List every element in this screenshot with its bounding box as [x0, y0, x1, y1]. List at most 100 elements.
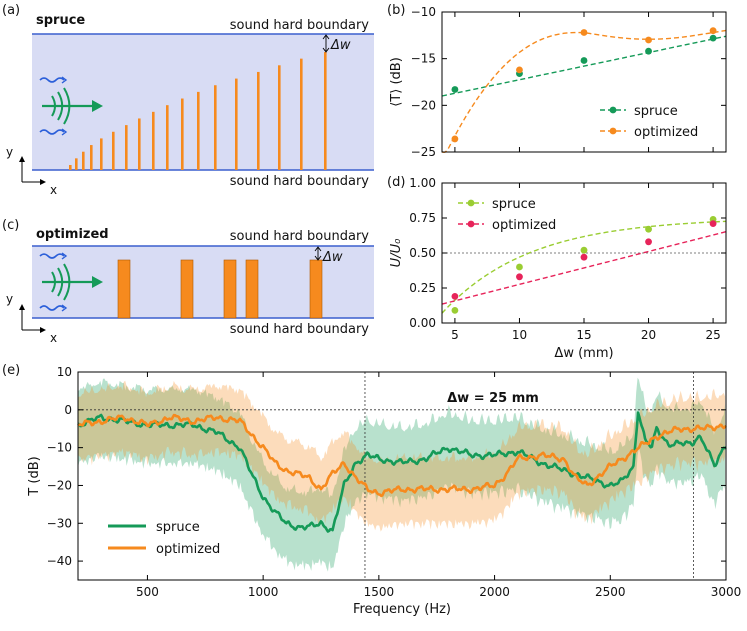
axis-x-label: x [50, 331, 57, 345]
series-optimized-fit [441, 231, 727, 305]
bottom-boundary-label: sound hard boundary [230, 322, 370, 337]
wave-squiggle-head [61, 252, 68, 260]
panel-a-title: spruce [36, 13, 85, 28]
y-axis-label: U/U₀ [389, 238, 404, 267]
spruce-rod [300, 58, 303, 170]
spruce-rod [90, 145, 93, 170]
wavefront [51, 95, 56, 117]
wavefront [57, 91, 64, 121]
wave-squiggle-head [61, 76, 68, 84]
dw-label: Δw [330, 38, 351, 53]
spruce-rod [125, 125, 128, 170]
spruce-rod [82, 151, 85, 170]
axis-x-label: x [50, 183, 57, 197]
axes-icon: y x [6, 292, 57, 345]
legend-label: optimized [634, 125, 698, 140]
wavefront [63, 263, 71, 301]
plot-frame [441, 11, 727, 153]
spruce-rod [181, 98, 184, 170]
legend-label: spruce [492, 197, 536, 212]
point-optimized [580, 29, 588, 36]
spruce-rod [100, 138, 103, 170]
dw-label: Δw [322, 250, 343, 265]
series-spruce-fit [441, 35, 727, 97]
point-optimized [709, 27, 717, 35]
point-spruce [451, 307, 459, 314]
y-tick-label: −20 [411, 98, 436, 112]
x-tick-label: 20 [641, 328, 656, 342]
series-spruce-fit [441, 220, 727, 314]
point-optimized [645, 36, 652, 44]
axes-icon: y x [6, 145, 57, 197]
legend-marker [467, 220, 475, 228]
y-tick-label: −30 [47, 516, 72, 530]
panel-d-tag: (d) [387, 175, 405, 190]
series-optimized-fit [441, 29, 727, 153]
x-axis-label: Δw (mm) [554, 346, 613, 361]
panel-c: (c) optimized sound hard boundary sound … [2, 218, 374, 345]
legend-label: optimized [492, 218, 556, 233]
wavefront [51, 271, 56, 293]
x-tick-label: 5 [451, 328, 459, 342]
dw-arrowheads [322, 34, 330, 53]
x-tick-label: 25 [705, 328, 720, 342]
panel-e-annotation: Δw = 25 mm [447, 391, 539, 406]
point-optimized [451, 135, 459, 143]
panel-b-tag: (b) [387, 3, 405, 18]
dw-arrowheads [314, 246, 322, 261]
y-tick-label: 10 [57, 365, 72, 379]
panel-a-tag: (a) [2, 3, 20, 18]
y-tick-label: −40 [47, 554, 72, 568]
panel-a: (a) spruce sound hard boundary sound har… [2, 3, 374, 197]
point-optimized [709, 220, 717, 228]
wave-arrowhead [92, 276, 103, 288]
optimized-block [309, 259, 323, 319]
wave-squiggle [39, 77, 65, 83]
y-tick-label: −15 [411, 52, 436, 66]
spruce-rod [152, 111, 155, 170]
x-tick-label: 1000 [248, 585, 279, 599]
point-spruce [709, 34, 717, 42]
x-tick-label: 10 [512, 328, 527, 342]
optimized-block [245, 259, 259, 319]
panel-c-tag: (c) [2, 218, 19, 233]
optimized-block [117, 259, 131, 319]
point-spruce [580, 246, 588, 254]
spruce-rod [278, 65, 281, 170]
optimized-blocks [117, 259, 323, 319]
wave-squiggle [39, 253, 65, 259]
x-tick-label: 3000 [711, 585, 742, 599]
wave-squiggle [39, 305, 65, 311]
spruce-rod [138, 118, 141, 170]
legend-marker [609, 106, 617, 114]
spruce-rod [324, 52, 327, 170]
y-tick-label: 0.25 [409, 281, 436, 295]
point-optimized [451, 293, 459, 300]
chart-d: 0.00 0.25 0.50 0.75 1.00 5 10 15 20 25 U/U₀ Δw (mm)… [389, 176, 727, 361]
y-tick-label: −25 [411, 145, 436, 159]
wave-squiggle [39, 129, 65, 135]
point-spruce [451, 86, 459, 93]
y-tick-label: −10 [47, 441, 72, 455]
series-optimized [77, 413, 727, 498]
bottom-boundary-label: sound hard boundary [230, 174, 370, 189]
wave-source-icon [39, 252, 103, 312]
x-tick-label: 1500 [364, 585, 395, 599]
band-spruce [78, 377, 726, 572]
chart-b: −25 −20 −15 −10 ⟨T⟩ (dB) spruce optimized [389, 5, 727, 159]
spruce-rod [69, 165, 72, 170]
series-spruce [77, 411, 727, 533]
spruce-rod [197, 91, 200, 170]
top-boundary-label: sound hard boundary [230, 18, 370, 33]
wavefront [57, 267, 64, 297]
spruce-domain [32, 34, 374, 170]
legend-label: spruce [156, 520, 200, 535]
wavefront [63, 87, 71, 125]
y-tick-label: 0.00 [409, 316, 436, 330]
legend-label: spruce [634, 104, 678, 119]
plot-frame [77, 371, 727, 581]
x-tick-label: 500 [136, 585, 159, 599]
axis-y-label: y [6, 145, 13, 159]
optimized-block [180, 259, 194, 319]
legend-marker [609, 127, 617, 135]
